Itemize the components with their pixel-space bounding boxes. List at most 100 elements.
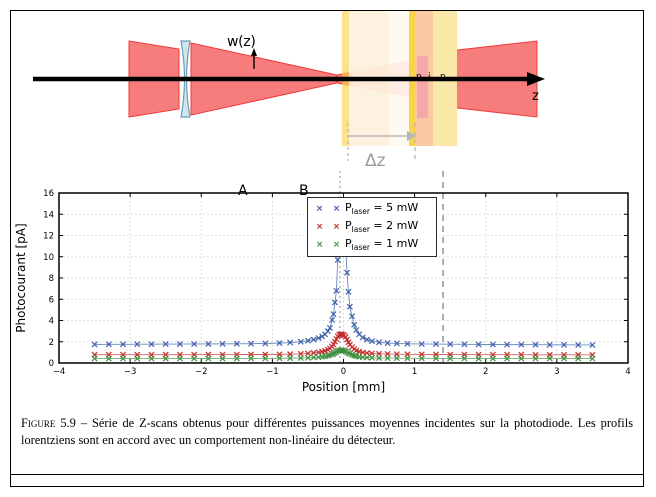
data-marker <box>287 339 294 346</box>
data-marker <box>310 354 317 361</box>
data-marker <box>346 303 353 310</box>
y-tick-label: 14 <box>43 210 54 220</box>
data-marker <box>134 355 141 362</box>
data-marker <box>119 355 127 362</box>
pin-intrinsic-layer <box>417 56 428 118</box>
data-series-layer <box>91 211 596 362</box>
data-marker <box>233 340 240 347</box>
y-tick-label: 8 <box>49 274 54 284</box>
x-tick-label: 3 <box>554 367 559 377</box>
legend-label: Plaser = 1 mW <box>345 237 419 253</box>
data-marker <box>191 340 198 348</box>
data-marker <box>546 341 553 348</box>
data-marker <box>393 355 400 362</box>
data-marker <box>447 355 454 362</box>
pin-n-label: n <box>440 72 446 82</box>
data-marker <box>219 355 226 362</box>
data-marker <box>330 311 337 318</box>
data-marker <box>176 355 183 362</box>
data-marker <box>105 355 112 362</box>
caption-dash: – <box>75 416 93 430</box>
data-marker <box>504 341 511 348</box>
legend-item-1: × × Plaser = 2 mW <box>311 218 433 236</box>
data-marker <box>575 355 582 362</box>
delta-z-arrowhead <box>407 131 417 141</box>
data-marker <box>233 355 240 362</box>
data-marker <box>404 355 411 362</box>
data-marker <box>247 340 255 347</box>
data-marker <box>518 341 525 348</box>
data-marker <box>368 338 375 345</box>
data-marker <box>532 355 539 362</box>
data-marker <box>333 287 340 294</box>
data-marker <box>351 321 358 328</box>
data-marker <box>310 349 317 356</box>
data-marker <box>475 355 482 362</box>
pin-p-label: p <box>416 72 422 82</box>
y-tick-label: 4 <box>49 317 54 327</box>
data-marker <box>348 313 356 320</box>
data-marker <box>162 341 169 348</box>
data-marker <box>297 354 304 362</box>
data-marker <box>575 341 582 348</box>
data-marker <box>384 339 391 347</box>
caption-label: Figure 5.9 <box>21 416 76 430</box>
beam-waist-label: w(z) <box>227 34 256 50</box>
schematic-svg <box>33 11 545 161</box>
data-marker <box>461 341 468 348</box>
data-marker <box>432 355 440 362</box>
data-marker <box>368 354 375 361</box>
data-marker <box>134 341 141 348</box>
data-marker <box>363 336 371 343</box>
data-marker <box>393 340 400 347</box>
data-marker <box>447 341 454 348</box>
data-marker <box>304 337 311 344</box>
wz-arrowhead <box>251 48 257 56</box>
data-marker <box>247 355 255 362</box>
data-marker <box>219 340 226 347</box>
chart-legend: × × Plaser = 5 mW × × Plaser = 2 mW × × Plaser =… <box>307 197 437 257</box>
data-marker <box>205 355 212 362</box>
data-marker <box>191 355 198 362</box>
data-marker <box>359 334 366 341</box>
x-tick-label: 4 <box>625 367 630 377</box>
y-tick-label: 12 <box>43 232 54 242</box>
data-marker <box>368 350 375 357</box>
data-marker <box>310 336 317 343</box>
data-marker <box>176 341 183 348</box>
data-marker <box>287 355 294 362</box>
x-tick-label: −2 <box>195 367 208 377</box>
x-tick-label: 2 <box>483 367 488 377</box>
data-marker <box>91 341 98 348</box>
data-marker <box>344 269 351 276</box>
data-marker <box>162 355 169 362</box>
data-marker <box>432 341 440 348</box>
data-marker <box>475 341 482 348</box>
z-axis-label: z <box>532 89 539 104</box>
data-marker <box>418 355 425 362</box>
data-marker <box>297 338 304 345</box>
data-marker <box>304 354 311 361</box>
data-marker <box>489 341 496 348</box>
x-tick-label: 1 <box>412 367 417 377</box>
data-marker <box>276 340 283 347</box>
data-marker <box>205 340 212 348</box>
x-tick-label: −4 <box>53 367 66 377</box>
data-marker <box>363 354 371 361</box>
data-marker <box>504 355 511 362</box>
x-axis-title: Position [mm] <box>302 380 385 394</box>
data-marker <box>518 355 525 362</box>
data-marker <box>353 327 360 334</box>
optical-axis-arrowhead <box>527 72 545 86</box>
data-marker <box>148 355 155 362</box>
caption-body: Série de Z-scans obtenus pour différente… <box>21 416 634 447</box>
data-marker <box>560 355 568 362</box>
figure-frame: w(z) z p i n Δz −4 −3 −2 −1 0 1 2 3 4 0 2 4 6 8 10 12 14… <box>10 10 644 487</box>
data-marker <box>119 341 127 348</box>
data-marker <box>376 354 383 362</box>
data-marker <box>331 299 339 306</box>
data-marker <box>304 350 311 357</box>
y-tick-label: 16 <box>43 189 54 199</box>
legend-label: Plaser = 5 mW <box>345 201 419 217</box>
